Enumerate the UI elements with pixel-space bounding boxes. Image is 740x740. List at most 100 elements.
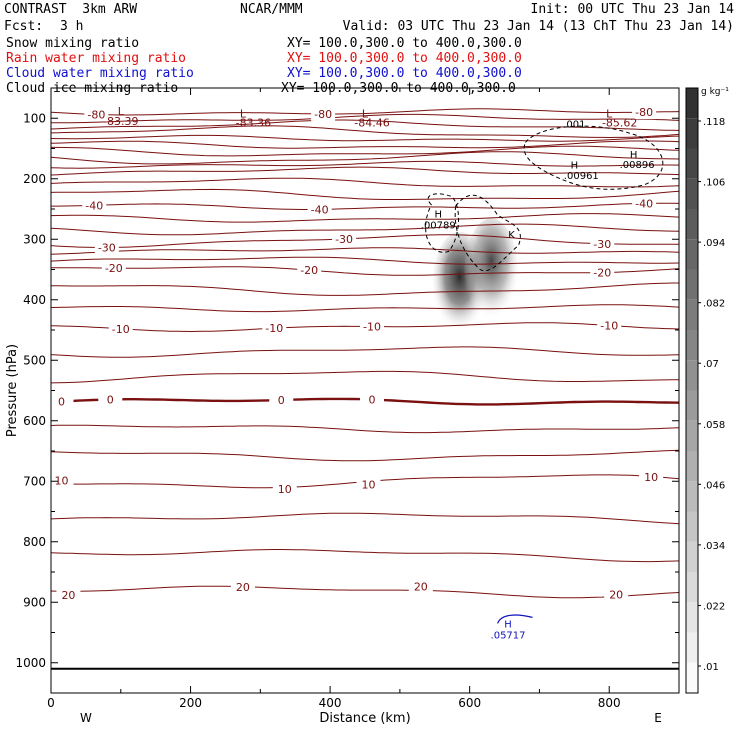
- colorbar-swatch: [686, 420, 698, 451]
- isotherm-label: -30: [98, 242, 116, 255]
- isotherm-label: -20: [593, 267, 611, 280]
- colorbar-swatch: [686, 390, 698, 421]
- x-tick-label: 800: [598, 696, 621, 710]
- colorbar-label: .022: [703, 601, 725, 612]
- colorbar-swatch: [686, 572, 698, 603]
- cloud-ice-label: .00896: [620, 160, 655, 171]
- isotherm-label: 20: [236, 581, 250, 594]
- y-tick-label: 1000: [15, 656, 46, 670]
- colorbar-label: .094: [703, 238, 725, 249]
- x-tick-label: 600: [458, 696, 481, 710]
- isotherm-label-bg: [590, 237, 615, 251]
- isotherm-minor: [51, 424, 679, 434]
- cloud-ice-label: H: [435, 209, 443, 220]
- colorbar-swatch: [686, 662, 698, 693]
- isotherm-label-bg: [590, 266, 615, 280]
- colorbar-swatch: [686, 239, 698, 270]
- isotherm-label-bg: [632, 197, 657, 211]
- isotherm-label-bg: [82, 199, 107, 213]
- isotherm-minor: [51, 160, 679, 169]
- x-tick-label: 0: [47, 696, 55, 710]
- header-valid: Valid: 03 UTC Thu 23 Jan 14 (13 ChT Thu …: [342, 19, 734, 34]
- isotherm-label-bg: [604, 588, 629, 602]
- colorbar-swatch: [686, 178, 698, 209]
- isotherm-label-bg: [56, 589, 81, 603]
- isotherm-label-bg: [297, 264, 322, 278]
- isotherm-label-bg: [49, 474, 74, 488]
- field-rain-name: Rain water mixing ratio: [6, 51, 187, 66]
- isotherm-label: -80: [635, 106, 653, 119]
- isotherm-label-bg: [269, 394, 294, 408]
- temperature-min-label: L: [606, 108, 613, 121]
- isotherm-label: 20: [414, 581, 428, 594]
- cloud-water-label: H: [504, 620, 512, 631]
- isotherm-label: 10: [278, 483, 292, 496]
- temperature-min-label: -83.36: [236, 117, 271, 130]
- cloud-ice-label: H: [630, 150, 638, 161]
- isotherm-minor: [51, 247, 679, 255]
- isotherm-label: 10: [361, 479, 375, 492]
- isotherm--60: [51, 145, 679, 157]
- cloud-ice-contour: [523, 125, 664, 190]
- isotherm-label-bg: [98, 393, 123, 407]
- header-fcst-label: Fcst:: [4, 19, 44, 34]
- isotherm-label-bg: [632, 106, 657, 120]
- x-end-label-east: E: [654, 711, 662, 725]
- colorbar-label: .01: [703, 662, 719, 673]
- y-tick-label: 900: [23, 595, 46, 609]
- snow-shading-east: [464, 218, 519, 325]
- isotherm-label-bg: [332, 232, 357, 246]
- isotherm-minor: [51, 549, 679, 563]
- temperature-min-label: L: [118, 105, 125, 118]
- isotherm-label: 0: [58, 396, 65, 409]
- isotherm-label-bg: [639, 470, 664, 484]
- isotherm-label: 0: [368, 394, 375, 407]
- field-cloud-water-xy: XY= 100.0,300.0 to 400.0,300.0: [287, 66, 522, 81]
- isotherm-minor: [51, 282, 679, 296]
- isotherm-minor: [51, 223, 679, 236]
- isotherm-minor: [51, 134, 679, 142]
- isotherm-label-bg: [408, 580, 433, 594]
- colorbar-frame: [685, 87, 699, 694]
- isotherm-minor: [51, 370, 679, 384]
- isotherm-minor: [51, 113, 679, 124]
- field-snow-name: Snow mixing ratio: [6, 36, 140, 51]
- isotherm-label: -20: [300, 264, 318, 277]
- isotherm-label-bg: [356, 478, 381, 492]
- isotherm-label: 20: [61, 589, 75, 602]
- isotherm-label-bg: [359, 393, 384, 407]
- colorbar-swatch: [686, 148, 698, 179]
- isotherm-minor: [51, 188, 679, 200]
- colorbar-swatch: [686, 299, 698, 330]
- cloud-ice-label: K: [508, 230, 515, 241]
- isotherm-label-bg: [359, 320, 384, 334]
- colorbar-label: .082: [703, 299, 725, 310]
- header-title: CONTRAST 3km ARW: [4, 2, 138, 17]
- temperature-min-label: -84.46: [354, 117, 389, 130]
- isotherm-minor: [51, 449, 679, 462]
- cloud-water-contour: [497, 614, 533, 624]
- isotherm-label: -10: [265, 322, 283, 335]
- y-tick-label: 500: [23, 353, 46, 367]
- isotherm--70: [51, 125, 679, 139]
- isotherm-label: -40: [85, 199, 103, 212]
- field-snow-xy: XY= 100.0,300.0 to 400.0,300.0: [287, 36, 522, 51]
- isotherm--20: [51, 266, 679, 276]
- isotherm-label: 10: [54, 474, 68, 487]
- x-axis-label: Distance (km): [319, 711, 410, 726]
- colorbar-label: .106: [703, 178, 725, 189]
- colorbar-swatch: [686, 481, 698, 512]
- header-fcst-value: 3 h: [60, 19, 84, 34]
- temperature-min-label: -83.39: [103, 115, 138, 128]
- isotherm-label-bg: [307, 203, 332, 217]
- cloud-ice-contour: [454, 194, 521, 272]
- isotherm-minor: [51, 119, 679, 131]
- cloud-ice-label: H: [571, 160, 579, 171]
- colorbar-label: .058: [703, 420, 725, 431]
- isotherm-20: [51, 585, 679, 599]
- y-tick-label: 100: [23, 111, 46, 125]
- colorbar-swatch: [686, 360, 698, 391]
- isotherm-label: -80: [314, 108, 332, 121]
- isotherm-minor: [51, 151, 679, 165]
- isotherm-label: -20: [105, 262, 123, 275]
